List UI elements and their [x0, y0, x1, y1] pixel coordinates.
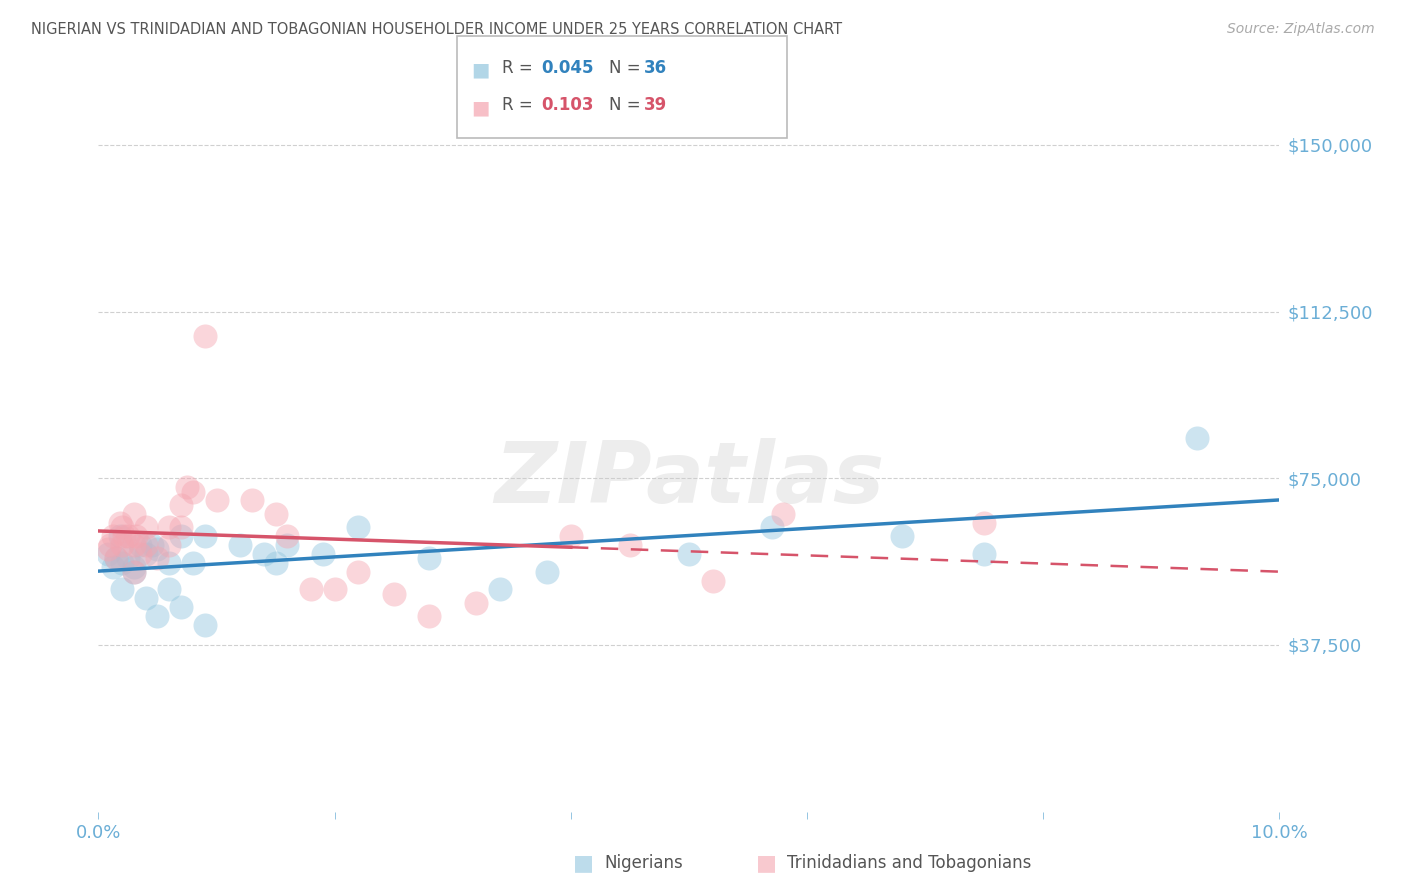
- Point: [264, 556, 287, 570]
- Point: [418, 609, 440, 624]
- Text: R =: R =: [502, 59, 538, 77]
- Point: [240, 493, 263, 508]
- Point: [128, 538, 150, 552]
- Point: [170, 498, 193, 512]
- Point: [194, 618, 217, 632]
- Text: 39: 39: [644, 96, 668, 114]
- Point: [157, 582, 180, 597]
- Point: [122, 565, 145, 579]
- Point: [101, 529, 124, 543]
- Text: N =: N =: [609, 59, 645, 77]
- Point: [111, 582, 134, 597]
- Point: [112, 529, 135, 543]
- Text: ZIPatlas: ZIPatlas: [494, 438, 884, 521]
- Point: [702, 574, 724, 588]
- Point: [253, 547, 276, 561]
- Point: [157, 538, 180, 552]
- Point: [264, 507, 287, 521]
- Point: [465, 596, 488, 610]
- Point: [170, 520, 193, 534]
- Point: [772, 507, 794, 521]
- Point: [111, 556, 134, 570]
- Point: [97, 547, 120, 561]
- Point: [170, 600, 193, 615]
- Point: [560, 529, 582, 543]
- Point: [101, 560, 124, 574]
- Point: [761, 520, 783, 534]
- Text: ■: ■: [471, 61, 489, 79]
- Point: [170, 529, 193, 543]
- Point: [105, 551, 128, 566]
- Point: [146, 609, 169, 624]
- Point: [117, 529, 139, 543]
- Point: [122, 560, 145, 574]
- Point: [111, 520, 134, 534]
- Point: [973, 516, 995, 530]
- Text: Trinidadians and Tobagonians: Trinidadians and Tobagonians: [787, 855, 1032, 872]
- Point: [122, 565, 145, 579]
- Point: [117, 551, 139, 566]
- Point: [125, 529, 148, 543]
- Point: [97, 542, 120, 557]
- Point: [619, 538, 641, 552]
- Point: [382, 587, 405, 601]
- Point: [205, 493, 228, 508]
- Point: [194, 529, 217, 543]
- Point: [111, 538, 134, 552]
- Point: [347, 565, 370, 579]
- Point: [418, 551, 440, 566]
- Text: ■: ■: [574, 854, 593, 873]
- Point: [489, 582, 512, 597]
- Point: [135, 547, 157, 561]
- Point: [108, 516, 131, 530]
- Text: 36: 36: [644, 59, 666, 77]
- Point: [181, 556, 204, 570]
- Point: [194, 329, 217, 343]
- Text: ■: ■: [756, 854, 776, 873]
- Point: [108, 529, 131, 543]
- Text: ■: ■: [471, 98, 489, 117]
- Point: [312, 547, 335, 561]
- Text: Source: ZipAtlas.com: Source: ZipAtlas.com: [1227, 22, 1375, 37]
- Point: [128, 547, 150, 561]
- Text: Nigerians: Nigerians: [605, 855, 683, 872]
- Point: [181, 484, 204, 499]
- Point: [98, 538, 121, 552]
- Point: [347, 520, 370, 534]
- Point: [122, 538, 145, 552]
- Text: R =: R =: [502, 96, 538, 114]
- Point: [135, 538, 157, 552]
- Point: [105, 551, 128, 566]
- Point: [890, 529, 912, 543]
- Text: N =: N =: [609, 96, 645, 114]
- Point: [157, 520, 180, 534]
- Text: 0.103: 0.103: [541, 96, 593, 114]
- Point: [536, 565, 558, 579]
- Point: [146, 551, 169, 566]
- Point: [973, 547, 995, 561]
- Point: [229, 538, 252, 552]
- Point: [135, 520, 157, 534]
- Point: [678, 547, 700, 561]
- Text: NIGERIAN VS TRINIDADIAN AND TOBAGONIAN HOUSEHOLDER INCOME UNDER 25 YEARS CORRELA: NIGERIAN VS TRINIDADIAN AND TOBAGONIAN H…: [31, 22, 842, 37]
- Point: [146, 542, 169, 557]
- Point: [122, 507, 145, 521]
- Point: [276, 538, 298, 552]
- Point: [176, 480, 198, 494]
- Point: [157, 556, 180, 570]
- Point: [141, 538, 163, 552]
- Point: [276, 529, 298, 543]
- Point: [1185, 431, 1208, 445]
- Text: 0.045: 0.045: [541, 59, 593, 77]
- Point: [323, 582, 346, 597]
- Point: [135, 591, 157, 606]
- Point: [299, 582, 322, 597]
